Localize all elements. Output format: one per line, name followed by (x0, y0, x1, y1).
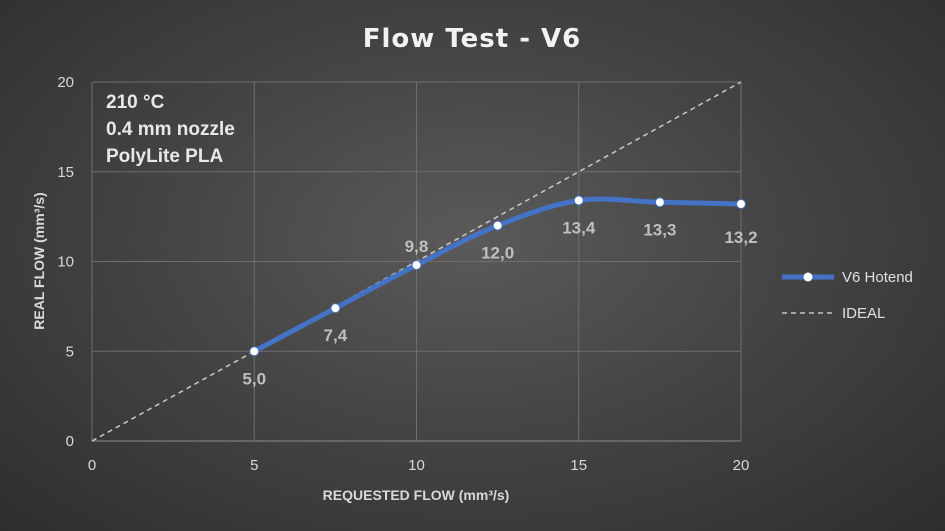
y-tick-label: 15 (57, 164, 74, 181)
x-tick-label: 20 (733, 457, 750, 474)
x-axis-title: REQUESTED FLOW (mm³/s) (323, 487, 510, 503)
annotation-nozzle: 0.4 mm nozzle (106, 119, 235, 140)
chart-title: Flow Test - V6 (363, 24, 582, 54)
data-label: 7,4 (324, 326, 348, 345)
data-label: 5,0 (242, 369, 266, 388)
x-axis-ticks: 0 5 10 15 20 (88, 457, 750, 474)
x-tick-label: 10 (408, 457, 425, 474)
y-axis-ticks: 0 5 10 15 20 (57, 74, 74, 450)
data-point (573, 195, 584, 206)
x-tick-label: 5 (250, 457, 258, 474)
data-point (654, 197, 665, 208)
legend: V6 Hotend IDEAL (782, 269, 913, 322)
data-label: 13,3 (643, 220, 676, 239)
data-point (736, 199, 746, 210)
data-label: 9,8 (405, 237, 429, 256)
data-label: 13,2 (724, 228, 757, 247)
data-label: 13,4 (562, 218, 596, 237)
data-point (411, 260, 422, 271)
y-tick-label: 10 (57, 254, 74, 271)
x-tick-label: 0 (88, 457, 96, 474)
annotation-temperature: 210 °C (106, 92, 165, 113)
legend-ideal-label: IDEAL (842, 305, 885, 322)
annotation-material: PolyLite PLA (106, 146, 223, 167)
y-tick-label: 20 (57, 74, 74, 91)
data-point (330, 303, 341, 314)
data-point (492, 220, 503, 231)
y-tick-label: 0 (66, 433, 74, 450)
test-conditions-annotation: 210 °C 0.4 mm nozzle PolyLite PLA (106, 92, 235, 167)
data-point (249, 346, 260, 357)
data-label: 12,0 (481, 244, 514, 263)
x-tick-label: 15 (570, 457, 587, 474)
legend-v6-hotend-marker (803, 272, 813, 282)
legend-v6-hotend-label: V6 Hotend (842, 269, 913, 286)
y-axis-title: REAL FLOW (mm³/s) (31, 192, 47, 329)
series-group: 5,0 7,4 9,8 12,0 13,4 13,3 13,2 (91, 81, 758, 442)
y-tick-label: 5 (66, 343, 74, 360)
